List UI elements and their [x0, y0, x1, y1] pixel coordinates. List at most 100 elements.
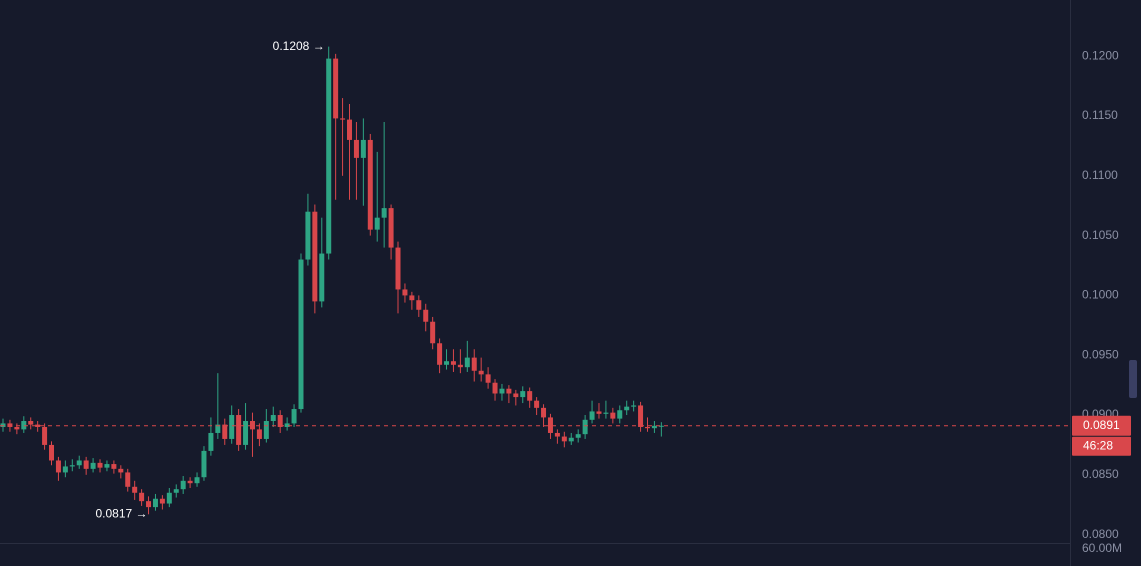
candle-body: [658, 425, 664, 427]
candle-body: [125, 472, 131, 487]
candle-body: [485, 374, 491, 383]
candle-body: [547, 417, 553, 433]
candle-body: [360, 139, 366, 158]
candle-body: [541, 407, 547, 418]
candle-body: [69, 465, 75, 467]
candle-body: [201, 450, 207, 478]
candle-body: [132, 486, 138, 493]
candle-body: [651, 425, 657, 429]
candle-body: [326, 58, 332, 254]
countdown-box: [1072, 436, 1131, 456]
y-tick-label: 0.1050: [1082, 228, 1119, 242]
candle-body: [603, 412, 609, 414]
candle-body: [513, 393, 519, 398]
candle-body: [305, 211, 311, 260]
candle-body: [222, 424, 228, 439]
candle-body: [444, 361, 450, 365]
candle-body: [249, 421, 255, 430]
candle-body: [568, 437, 574, 442]
candle-body: [430, 321, 436, 344]
candle-body: [437, 343, 443, 365]
candle-body: [402, 289, 408, 296]
candle-body: [506, 388, 512, 394]
candle-body: [291, 409, 297, 424]
candle-body: [111, 464, 117, 469]
candle-body: [561, 436, 567, 442]
candle-body: [215, 424, 221, 433]
candle-body: [256, 429, 262, 439]
candle-body: [35, 424, 41, 427]
candle-body: [83, 460, 89, 469]
candle-body: [534, 400, 540, 408]
candle-body: [450, 361, 456, 365]
candle-body: [139, 492, 145, 502]
candle-body: [118, 468, 124, 473]
candle-body: [229, 415, 235, 439]
candle-body: [423, 309, 429, 322]
candle-body: [312, 211, 318, 302]
candle-body: [236, 415, 242, 445]
candle-body: [146, 501, 152, 508]
candle-body: [277, 415, 283, 427]
high-label: 0.1208 →: [273, 39, 325, 53]
candle-body: [270, 415, 276, 422]
candle-body: [187, 480, 193, 484]
candle-body: [152, 498, 158, 508]
y-tick-label: 0.0800: [1082, 527, 1119, 541]
candle-body: [14, 426, 20, 430]
candle-body: [104, 464, 110, 468]
y-tick-label: 0.1200: [1082, 48, 1119, 62]
countdown-label: 46:28: [1083, 438, 1113, 452]
candle-body: [381, 208, 387, 218]
candle-body: [367, 139, 373, 230]
candle-body: [263, 421, 269, 439]
candle-body: [582, 419, 588, 435]
y-tick-label: 0.1150: [1082, 108, 1118, 122]
candle-body: [166, 492, 172, 504]
candle-body: [62, 466, 68, 473]
candle-body: [243, 421, 249, 445]
candle-body: [347, 119, 352, 140]
candle-body: [624, 406, 630, 411]
volume-label: 60.00M: [1082, 541, 1122, 555]
candle-body: [55, 460, 61, 473]
candle-body: [395, 247, 401, 290]
y-tick-label: 0.1000: [1082, 288, 1119, 302]
candle-body: [596, 411, 602, 414]
candle-body: [298, 259, 304, 410]
candle-body: [457, 364, 463, 368]
candle-body: [0, 423, 6, 427]
candle-body: [49, 444, 55, 461]
low-label: 0.0817 →: [95, 506, 147, 520]
candle-body: [90, 462, 96, 469]
candle-body: [478, 370, 484, 375]
candle-body: [21, 421, 27, 430]
candle-body: [554, 432, 560, 437]
y-tick-label: 0.1100: [1082, 168, 1118, 182]
candle-body: [28, 421, 34, 425]
candle-body: [499, 388, 505, 394]
candle-body: [340, 118, 346, 120]
candle-body: [471, 357, 477, 371]
candle-body: [173, 489, 179, 493]
candle-body: [527, 391, 533, 401]
candle-body: [409, 295, 415, 301]
candle-body: [159, 498, 165, 504]
candle-body: [617, 410, 623, 419]
candle-body: [353, 139, 359, 158]
candle-body: [610, 412, 616, 419]
candle-body: [97, 462, 103, 468]
candle-body: [492, 382, 498, 394]
price-box: [1072, 415, 1131, 436]
candle-body: [7, 423, 13, 427]
candle-body: [644, 426, 650, 429]
candle-body: [208, 432, 214, 451]
candle-body: [194, 477, 200, 484]
scroll-handle[interactable]: [1129, 360, 1137, 398]
price-label: 0.0891: [1083, 418, 1120, 432]
candle-body: [333, 58, 339, 119]
candle-body: [374, 217, 380, 230]
